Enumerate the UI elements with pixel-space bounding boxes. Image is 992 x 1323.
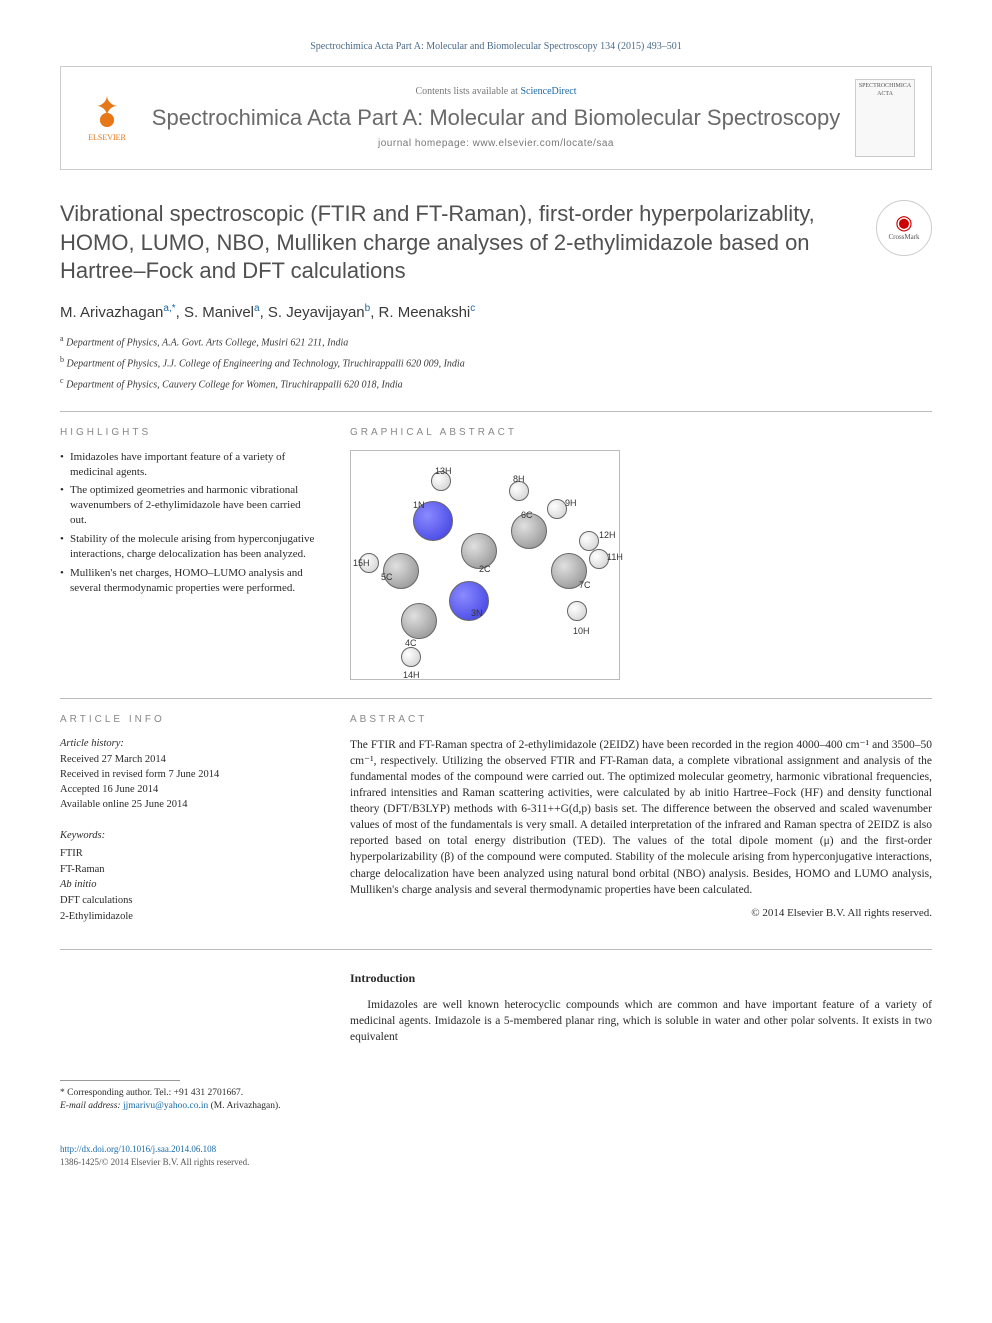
author-1: M. Arivazhagan xyxy=(60,304,163,321)
author-3-sup: b xyxy=(365,303,371,314)
introduction-heading: Introduction xyxy=(350,970,932,987)
elsevier-logo: ELSEVIER xyxy=(77,88,137,148)
keyword: Ab initio xyxy=(60,877,320,893)
atom-label-3N: 3N xyxy=(471,607,483,620)
author-list: M. Arivazhagana,*, S. Manivela, S. Jeyav… xyxy=(60,302,932,323)
history-heading: Article history: xyxy=(60,737,320,752)
atom-12H xyxy=(579,531,599,551)
history-line: Accepted 16 June 2014 xyxy=(60,783,320,798)
author-2: S. Manivel xyxy=(184,304,254,321)
affiliation: a Department of Physics, A.A. Govt. Arts… xyxy=(60,333,932,350)
atom-label-5C: 5C xyxy=(381,571,393,584)
graphical-abstract-heading: GRAPHICAL ABSTRACT xyxy=(350,426,932,440)
crossmark-label: CrossMark xyxy=(888,233,919,243)
journal-header: ELSEVIER Contents lists available at Sci… xyxy=(60,66,932,170)
keywords-heading: Keywords: xyxy=(60,828,320,844)
crossmark-icon: ◉ xyxy=(895,213,912,233)
keyword: FT-Raman xyxy=(60,862,320,878)
affiliation: c Department of Physics, Cauvery College… xyxy=(60,375,932,392)
highlight-item: Imidazoles have important feature of a v… xyxy=(60,450,320,480)
atom-label-12H: 12H xyxy=(599,529,616,542)
email-label: E-mail address: xyxy=(60,1101,123,1111)
highlights-list: Imidazoles have important feature of a v… xyxy=(60,450,320,596)
highlight-item: The optimized geometries and harmonic vi… xyxy=(60,483,320,528)
author-4-sup: c xyxy=(470,303,475,314)
author-1-sup: a,* xyxy=(163,303,175,314)
history-line: Received in revised form 7 June 2014 xyxy=(60,768,320,783)
atom-label-13H: 13H xyxy=(435,465,452,478)
doi-link[interactable]: http://dx.doi.org/10.1016/j.saa.2014.06.… xyxy=(60,1143,932,1156)
atom-label-11H: 11H xyxy=(607,551,623,564)
highlight-item: Mulliken's net charges, HOMO–LUMO analys… xyxy=(60,566,320,596)
atom-4C xyxy=(401,603,437,639)
atom-label-14H: 14H xyxy=(403,669,420,682)
atom-label-9H: 9H xyxy=(565,497,577,510)
atom-10H xyxy=(567,601,587,621)
atom-11H xyxy=(589,549,609,569)
highlight-item: Stability of the molecule arising from h… xyxy=(60,532,320,562)
email-suffix: (M. Arivazhagan). xyxy=(208,1101,280,1111)
atom-label-1N: 1N xyxy=(413,499,425,512)
atom-label-15H: 15H xyxy=(353,557,370,570)
atom-label-2C: 2C xyxy=(479,563,491,576)
journal-homepage[interactable]: journal homepage: www.elsevier.com/locat… xyxy=(137,137,855,151)
publisher-name: ELSEVIER xyxy=(88,132,126,143)
keyword: DFT calculations xyxy=(60,893,320,909)
atom-label-8H: 8H xyxy=(513,473,525,486)
rule-3 xyxy=(60,949,932,950)
footnote-rule xyxy=(60,1080,180,1081)
crossmark-badge[interactable]: ◉ CrossMark xyxy=(876,200,932,256)
atom-9H xyxy=(547,499,567,519)
graphical-abstract-image: 1N2C3N4C5C6C7C8H9H10H11H12H13H14H15H xyxy=(350,450,620,680)
journal-cover-thumb: SPECTROCHIMICA ACTA xyxy=(855,79,915,157)
contents-line: Contents lists available at ScienceDirec… xyxy=(137,85,855,99)
journal-name: Spectrochimica Acta Part A: Molecular an… xyxy=(137,105,855,131)
author-3: S. Jeyavijayan xyxy=(268,304,365,321)
atom-3N xyxy=(449,581,489,621)
citation-line: Spectrochimica Acta Part A: Molecular an… xyxy=(60,40,932,54)
author-4: R. Meenakshi xyxy=(379,304,471,321)
elsevier-tree-icon xyxy=(87,92,127,132)
contents-prefix: Contents lists available at xyxy=(415,86,520,97)
abstract-text: The FTIR and FT-Raman spectra of 2-ethyl… xyxy=(350,737,932,898)
keyword: 2-Ethylimidazole xyxy=(60,909,320,925)
atom-label-7C: 7C xyxy=(579,579,591,592)
author-2-sup: a xyxy=(254,303,260,314)
history-line: Received 27 March 2014 xyxy=(60,753,320,768)
abstract-copyright: © 2014 Elsevier B.V. All rights reserved… xyxy=(350,906,932,921)
history-line: Available online 25 June 2014 xyxy=(60,798,320,813)
corresponding-author: * Corresponding author. Tel.: +91 431 27… xyxy=(60,1087,320,1100)
affiliation: b Department of Physics, J.J. College of… xyxy=(60,354,932,371)
highlights-heading: HIGHLIGHTS xyxy=(60,426,320,440)
introduction-text: Imidazoles are well known heterocyclic c… xyxy=(350,997,932,1045)
article-title: Vibrational spectroscopic (FTIR and FT-R… xyxy=(60,200,876,286)
abstract-heading: ABSTRACT xyxy=(350,713,932,727)
doi-copyright: 1386-1425/© 2014 Elsevier B.V. All right… xyxy=(60,1156,932,1169)
rule-2 xyxy=(60,698,932,699)
corresponding-email-line: E-mail address: jjmarivu@yahoo.co.in (M.… xyxy=(60,1100,320,1113)
atom-label-6C: 6C xyxy=(521,509,533,522)
atom-label-10H: 10H xyxy=(573,625,590,638)
keyword: FTIR xyxy=(60,846,320,862)
email-link[interactable]: jjmarivu@yahoo.co.in xyxy=(123,1101,208,1111)
article-info-heading: ARTICLE INFO xyxy=(60,713,320,727)
rule-1 xyxy=(60,411,932,412)
atom-14H xyxy=(401,647,421,667)
sciencedirect-link[interactable]: ScienceDirect xyxy=(520,86,576,97)
